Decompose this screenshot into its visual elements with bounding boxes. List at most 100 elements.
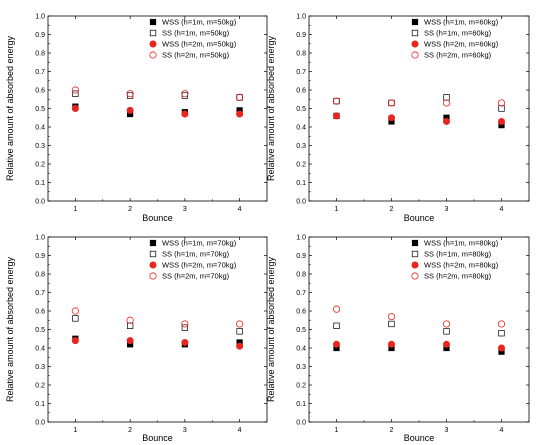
x-tick-label: 1: [335, 206, 339, 213]
data-point: [72, 315, 79, 322]
legend-entry: SS (h=1m, m=60kg): [424, 29, 492, 38]
data-point: [236, 342, 244, 350]
series-2: [333, 320, 505, 337]
y-tick-label: 0.0: [35, 199, 45, 206]
data-point: [126, 322, 134, 329]
series-3: [71, 337, 244, 350]
data-point: [236, 93, 244, 102]
series-1: [72, 103, 243, 118]
legend-entry: SS (h=2m, m=50kg): [162, 51, 230, 60]
x-tick-label: 3: [183, 427, 187, 434]
data-point: [387, 99, 396, 107]
data-point: [181, 92, 189, 99]
y-tick-label: 0.5: [296, 106, 306, 113]
legend-marker: [411, 18, 419, 26]
data-point: [126, 316, 134, 324]
y-tick-label: 0.0: [296, 420, 306, 427]
y-tick-label: 0.0: [296, 199, 306, 206]
data-point: [497, 117, 505, 125]
data-point: [236, 328, 243, 335]
data-point: [333, 322, 340, 329]
y-tick-label: 0.1: [35, 180, 45, 187]
legend-marker: [149, 250, 157, 258]
legend-marker: [411, 261, 419, 269]
legend-marker: [411, 272, 419, 280]
y-tick-label: 0.5: [296, 327, 306, 334]
panel-2: 0.0 0.1 0.2 0.3 0.4 0.5 0.6 0.7 0.8 0.9 1.0 1 2 3 4 Bou…: [266, 14, 530, 223]
series-3: [332, 340, 505, 352]
data-point: [126, 337, 134, 345]
data-point: [126, 90, 134, 98]
series-2: [72, 90, 243, 101]
y-tick-label: 0.7: [296, 290, 306, 297]
data-point: [387, 340, 395, 348]
data-point: [498, 330, 505, 337]
y-tick-label: 0.2: [35, 383, 45, 390]
data-point: [333, 97, 340, 105]
y-tick-label: 0.3: [296, 143, 306, 150]
y-tick-label: 0.6: [296, 88, 306, 95]
legend-entry: WSS (h=2m, m=70kg): [162, 261, 237, 270]
x-tick-label: 3: [445, 427, 449, 434]
y-tick-label: 0.9: [296, 253, 306, 260]
x-tick-label: 3: [183, 206, 187, 213]
legend: WSS (h=1m, m=50kg) SS (h=1m, m=50kg) WSS (…: [149, 18, 237, 60]
series-4: [71, 86, 244, 102]
legend-marker: [411, 40, 419, 48]
y-tick-label: 0.2: [296, 162, 306, 169]
data-point: [388, 99, 395, 107]
y-tick-label: 0.8: [35, 272, 45, 279]
data-point: [387, 114, 395, 122]
x-tick-label: 2: [390, 206, 394, 213]
x-tick-label: 3: [445, 206, 449, 213]
legend-entry: SS (h=1m, m=50kg): [162, 29, 230, 38]
legend-entry: WSS (h=2m, m=50kg): [162, 40, 237, 49]
x-tick-label: 4: [238, 206, 242, 213]
data-point: [497, 99, 506, 107]
data-point: [181, 338, 189, 346]
legend-entry: WSS (h=2m, m=80kg): [424, 261, 499, 270]
legend-marker: [411, 51, 419, 59]
x-tick-label: 2: [128, 427, 132, 434]
series-1: [333, 112, 505, 129]
y-tick-label: 0.7: [296, 69, 306, 76]
data-point: [236, 110, 244, 118]
data-point: [332, 305, 341, 313]
series-2: [72, 315, 243, 335]
data-point: [332, 340, 340, 348]
data-point: [126, 106, 134, 114]
panel-3: 0.0 0.1 0.2 0.3 0.4 0.5 0.6 0.7 0.8 0.9 1.0 1 2 3 4 Bou…: [5, 235, 268, 443]
data-point: [443, 94, 450, 101]
series-1: [72, 335, 243, 348]
y-tick-label: 0.5: [35, 327, 45, 334]
legend-marker: [149, 51, 157, 59]
x-axis-label: Bounce: [404, 213, 435, 223]
legend-entry: SS (h=2m, m=80kg): [424, 272, 492, 281]
y-tick-label: 0.8: [296, 51, 306, 58]
legend-entry: WSS (h=1m, m=80kg): [424, 239, 499, 248]
y-tick-label: 0.9: [296, 32, 306, 39]
data-point: [332, 112, 340, 120]
data-point: [442, 340, 450, 348]
y-axis-label: Relative amount of absorbed energy: [266, 256, 276, 402]
series-2: [333, 94, 505, 112]
x-tick-label: 1: [335, 427, 339, 434]
data-point: [332, 97, 341, 105]
data-point: [497, 320, 506, 328]
series-1: [333, 344, 505, 355]
series-4: [332, 97, 506, 107]
legend-entry: SS (h=1m, m=70kg): [162, 250, 230, 259]
y-tick-label: 0.2: [296, 383, 306, 390]
y-axis-label: Relative amount of absorbed energy: [266, 35, 276, 181]
y-tick-label: 0.2: [35, 162, 45, 169]
series-4: [71, 307, 244, 328]
legend-marker: [411, 250, 419, 258]
y-tick-label: 0.0: [35, 420, 45, 427]
x-tick-label: 1: [73, 206, 77, 213]
data-point: [498, 105, 505, 112]
legend-marker: [149, 18, 157, 26]
legend-entry: SS (h=2m, m=60kg): [424, 51, 492, 60]
legend-entry: SS (h=2m, m=70kg): [162, 272, 230, 281]
legend-entry: WSS (h=1m, m=50kg): [162, 18, 237, 27]
